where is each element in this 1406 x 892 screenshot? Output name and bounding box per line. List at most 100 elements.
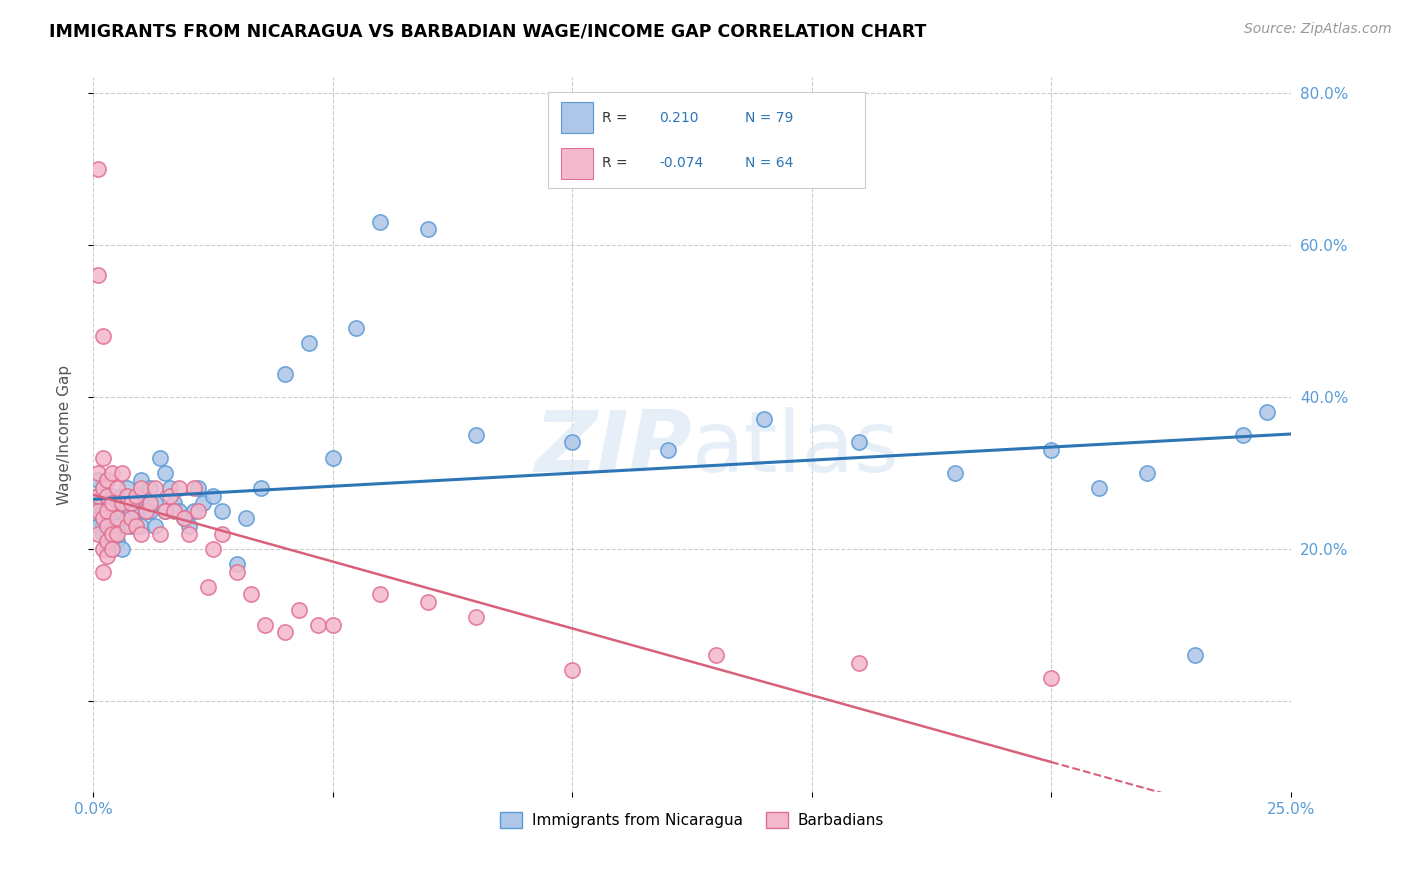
Point (135, 504, 157, 518)
Point (91, 489, 114, 503)
Point (193, 496, 215, 510)
Point (101, 466, 124, 480)
Point (87, 504, 110, 518)
Point (87, 496, 110, 510)
Point (153, 466, 176, 480)
Point (87, 473, 110, 487)
Point (1184, 648, 1206, 662)
Point (115, 489, 138, 503)
Point (91, 526, 114, 541)
Point (1232, 427, 1254, 442)
Point (159, 489, 181, 503)
Point (96, 504, 118, 518)
Point (101, 504, 124, 518)
Point (201, 541, 224, 556)
Point (87, 511, 110, 525)
Point (105, 519, 128, 533)
Point (465, 610, 488, 624)
Point (125, 489, 148, 503)
Point (129, 481, 152, 495)
Point (149, 526, 172, 541)
Point (120, 496, 142, 510)
Point (105, 534, 128, 549)
Point (96, 541, 118, 556)
Point (125, 519, 148, 533)
Point (115, 511, 138, 525)
Point (183, 481, 205, 495)
Text: Source: ZipAtlas.com: Source: ZipAtlas.com (1244, 22, 1392, 37)
Point (225, 557, 247, 571)
Point (848, 435, 870, 450)
Point (96, 489, 118, 503)
Point (159, 481, 181, 495)
Point (105, 496, 128, 510)
Point (197, 580, 219, 594)
Point (346, 321, 368, 335)
Point (101, 489, 124, 503)
Point (96, 473, 118, 487)
Point (139, 496, 162, 510)
Point (322, 450, 344, 465)
Point (87, 519, 110, 533)
Point (163, 496, 186, 510)
Point (1040, 671, 1063, 685)
Point (167, 481, 190, 495)
Point (943, 466, 966, 480)
Point (225, 565, 247, 579)
Point (101, 541, 124, 556)
Point (91, 504, 114, 518)
Point (254, 617, 277, 632)
Point (91, 565, 114, 579)
Point (91, 481, 114, 495)
Point (1256, 405, 1278, 419)
Point (96, 519, 118, 533)
Point (125, 489, 148, 503)
Point (101, 541, 124, 556)
Point (752, 412, 775, 426)
Point (288, 602, 311, 616)
Point (177, 519, 200, 533)
Point (111, 496, 134, 510)
Point (135, 489, 157, 503)
Text: atlas: atlas (692, 408, 900, 491)
Point (561, 664, 583, 678)
Point (91, 450, 114, 465)
Point (101, 526, 124, 541)
Point (96, 534, 118, 549)
Point (105, 511, 128, 525)
Point (91, 511, 114, 525)
Point (115, 519, 138, 533)
Point (1040, 442, 1063, 457)
Point (129, 473, 152, 487)
Point (153, 504, 176, 518)
Point (125, 504, 148, 518)
Point (704, 648, 727, 662)
Point (91, 541, 114, 556)
Point (322, 617, 344, 632)
Point (120, 511, 142, 525)
Point (111, 541, 134, 556)
Point (91, 511, 114, 525)
Point (249, 481, 271, 495)
Point (143, 519, 166, 533)
Point (177, 526, 200, 541)
Point (139, 481, 162, 495)
Point (201, 489, 224, 503)
Point (87, 466, 110, 480)
Point (173, 511, 195, 525)
Point (101, 496, 124, 510)
Point (96, 473, 118, 487)
Point (153, 504, 176, 518)
Point (561, 435, 583, 450)
Point (297, 336, 319, 351)
Point (211, 504, 233, 518)
Point (465, 427, 488, 442)
Y-axis label: Wage/Income Gap: Wage/Income Gap (58, 365, 72, 505)
Point (115, 481, 138, 495)
Point (418, 595, 440, 609)
Point (183, 504, 205, 518)
Point (87, 489, 110, 503)
Point (187, 504, 209, 518)
Point (1088, 481, 1111, 495)
Point (173, 511, 195, 525)
